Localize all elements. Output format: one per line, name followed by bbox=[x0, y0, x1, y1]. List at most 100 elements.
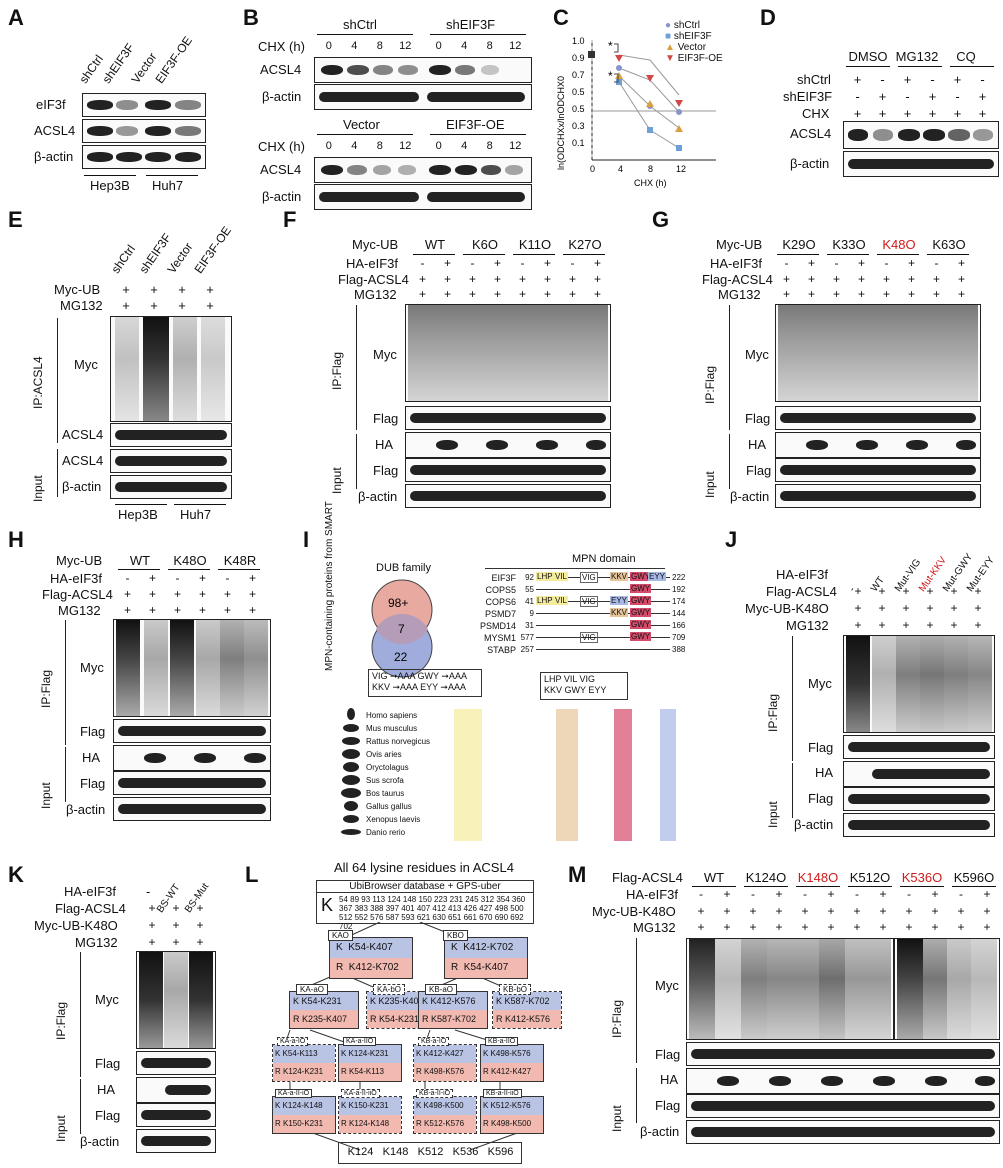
svg-text:0: 0 bbox=[590, 164, 595, 174]
blot bbox=[775, 484, 981, 508]
svg-text:12: 12 bbox=[676, 164, 686, 174]
blot bbox=[894, 938, 1000, 1040]
domain-lines: LHP VIL VIG KKV GWY EYY GWY LHP VIL VIG EYY GWY K… bbox=[536, 572, 670, 656]
blot bbox=[686, 1120, 1000, 1144]
blot bbox=[405, 458, 611, 482]
blot bbox=[113, 619, 271, 717]
blot bbox=[405, 484, 611, 508]
panel-f-label: F bbox=[283, 207, 297, 232]
group-label: shEIF3F bbox=[446, 17, 496, 32]
species-list: Homo sapiens Mus musculus Rattus norvegicu… bbox=[366, 711, 431, 837]
col-label: shCtrl bbox=[76, 52, 106, 86]
blot bbox=[775, 304, 981, 402]
blot bbox=[136, 951, 216, 1049]
row-label: ACSL4 bbox=[34, 123, 76, 138]
svg-text:0.9: 0.9 bbox=[572, 53, 585, 63]
blot bbox=[113, 797, 271, 821]
significance-star: * bbox=[608, 69, 613, 83]
cond-label: CHX (h) bbox=[258, 39, 305, 54]
row-label: β-actin bbox=[262, 189, 302, 204]
blot bbox=[686, 1068, 1000, 1094]
panel-j-label: J bbox=[725, 527, 738, 552]
y-axis-label: ln(ODCHXx/lnODCHX0 bbox=[556, 76, 566, 170]
blot bbox=[314, 84, 532, 110]
blot bbox=[843, 787, 995, 811]
chart-legend: ● shCtrl ■ shEIF3F ▲ Vector ▼ EIF3F-OE bbox=[665, 20, 723, 64]
blot bbox=[775, 406, 981, 430]
panel-e-label: E bbox=[8, 207, 23, 232]
significance-star: * bbox=[608, 39, 613, 53]
blot bbox=[110, 423, 232, 447]
row-label: ACSL4 bbox=[260, 62, 302, 77]
mutation-box: VIG ➞AAA GWY ➞AAA KKV ➞AAA EYY ➞AAA bbox=[368, 669, 482, 697]
blot bbox=[775, 432, 981, 458]
row-label: eIF3f bbox=[36, 97, 66, 112]
svg-text:8: 8 bbox=[648, 164, 653, 174]
blot bbox=[686, 1094, 1000, 1118]
blot bbox=[314, 184, 532, 210]
blot bbox=[843, 761, 995, 787]
blot bbox=[113, 771, 271, 795]
blot bbox=[843, 121, 999, 149]
panel-i-label: I bbox=[303, 527, 310, 552]
organism-silhouettes bbox=[341, 708, 361, 835]
panel-m-label: M bbox=[568, 862, 587, 887]
blot bbox=[113, 745, 271, 771]
alignment bbox=[446, 709, 686, 841]
row-label: ACSL4 bbox=[260, 162, 302, 177]
cond-label: CHX (h) bbox=[258, 139, 305, 154]
panel-d-label: D bbox=[760, 5, 776, 30]
blot bbox=[405, 432, 611, 458]
panel-b-label: B bbox=[243, 5, 259, 30]
blot bbox=[314, 57, 532, 83]
blot bbox=[110, 449, 232, 473]
panel-h-label: H bbox=[8, 527, 24, 552]
blot bbox=[82, 119, 206, 143]
svg-text:0.5: 0.5 bbox=[572, 104, 585, 114]
protein-list: EIF3F COPS5 COPS6 PSMD7 PSMD14 MYSM1 STABP bbox=[479, 573, 516, 655]
svg-text:0.1: 0.1 bbox=[572, 138, 585, 148]
blot bbox=[843, 635, 995, 733]
blot bbox=[686, 1042, 1000, 1066]
panel-a-label: A bbox=[8, 5, 24, 30]
blot bbox=[405, 406, 611, 430]
blot bbox=[843, 151, 999, 177]
blot bbox=[110, 316, 232, 422]
panel-k-label: K bbox=[8, 862, 24, 887]
motif-box: LHP VIL VIG KKV GWY EYY bbox=[540, 672, 628, 700]
venn-diagram: 98+ 7 22 bbox=[371, 579, 433, 678]
col-label: EIF3F-OE bbox=[152, 33, 195, 86]
col-label: Vector bbox=[128, 50, 160, 86]
final-lysines: K124 K148 K512 K536 K596 bbox=[338, 1142, 522, 1164]
blot bbox=[136, 1129, 216, 1153]
blot bbox=[136, 1051, 216, 1075]
group-label: Huh7 bbox=[152, 178, 184, 193]
row-label: β-actin bbox=[34, 149, 74, 164]
svg-text:0.5: 0.5 bbox=[572, 87, 585, 97]
blot bbox=[113, 719, 271, 743]
svg-text:0.3: 0.3 bbox=[572, 121, 585, 131]
panel-l-label: L bbox=[245, 862, 259, 887]
group-label: Hep3B bbox=[90, 178, 130, 193]
svg-text:98+: 98+ bbox=[388, 596, 408, 610]
blot bbox=[136, 1103, 216, 1127]
blot bbox=[405, 304, 611, 402]
blot bbox=[843, 735, 995, 759]
svg-text:22: 22 bbox=[394, 650, 408, 664]
svg-text:7: 7 bbox=[398, 622, 405, 636]
db-box: UbiBrowser database + GPS-uber K 54 89 9… bbox=[316, 880, 534, 931]
decay-chart: ln(ODCHXx/lnODCHX0 1.0 0.9 0.7 0.5 0.5 0.3 0.1… bbox=[556, 36, 716, 188]
blot bbox=[82, 93, 206, 117]
blot bbox=[82, 145, 206, 169]
row-label: β-actin bbox=[262, 89, 302, 104]
blot bbox=[136, 1077, 216, 1103]
svg-text:1.0: 1.0 bbox=[572, 36, 585, 46]
group-label: Vector bbox=[343, 117, 380, 132]
blot bbox=[775, 458, 981, 482]
blot bbox=[314, 157, 532, 183]
panel-c-label: C bbox=[553, 5, 569, 30]
time-row: 0 4 8 12 0 4 8 12 bbox=[325, 140, 522, 152]
blot bbox=[843, 813, 995, 837]
panel-g-label: G bbox=[652, 207, 670, 232]
x-axis-label: CHX (h) bbox=[634, 178, 667, 188]
